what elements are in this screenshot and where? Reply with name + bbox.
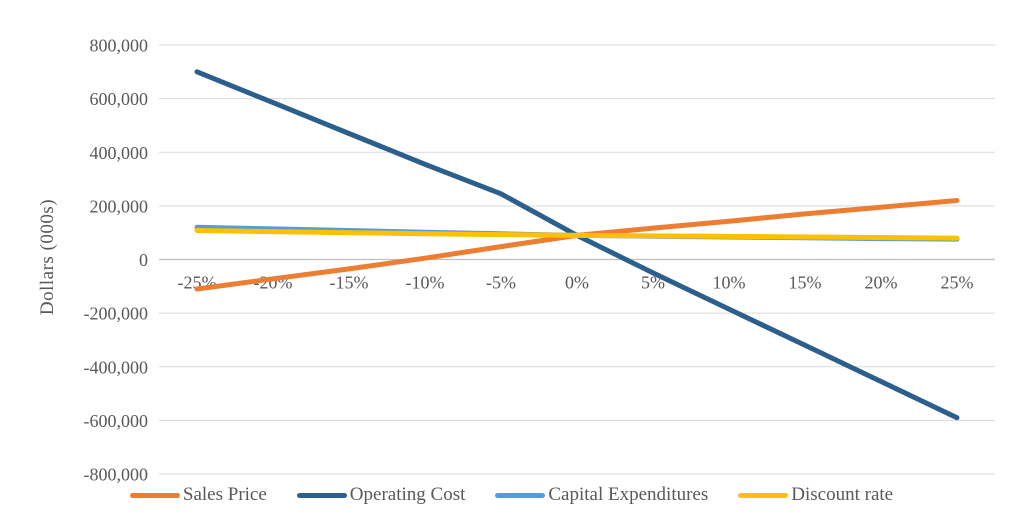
y-tick-label: -200,000 <box>84 304 149 324</box>
legend-item-discount-rate: Discount rate <box>738 484 893 506</box>
discount-rate-line-swatch-icon <box>738 492 789 498</box>
y-tick-label: 400,000 <box>90 143 149 163</box>
legend-label-discount-rate: Discount rate <box>791 484 894 505</box>
legend-item-capital-expenditures: Capital Expenditures <box>495 484 708 506</box>
y-tick-label: -600,000 <box>84 411 149 431</box>
sales-price-line-swatch-icon <box>129 492 180 498</box>
legend-label-operating-cost: Operating Cost <box>349 484 466 505</box>
x-tick-label: -5% <box>486 273 516 293</box>
series-line-discount-rate <box>194 228 960 241</box>
legend-label-sales-price: Sales Price <box>182 484 267 505</box>
y-tick-label: 600,000 <box>90 89 149 109</box>
chart-legend: Sales Price Operating Cost Capital Expen… <box>0 484 1023 506</box>
x-tick-label: 0% <box>565 273 589 293</box>
y-tick-label: 200,000 <box>90 196 149 216</box>
y-tick-label: -800,000 <box>84 465 149 485</box>
y-tick-label: -400,000 <box>84 357 149 377</box>
legend-item-sales-price: Sales Price <box>129 484 267 506</box>
x-tick-label: 20% <box>865 273 898 293</box>
legend-item-operating-cost: Operating Cost <box>296 484 466 506</box>
operating-cost-line-swatch-icon <box>296 492 347 498</box>
capital-expenditures-line-swatch-icon <box>495 492 546 498</box>
x-tick-label: 25% <box>941 273 974 293</box>
legend-label-capital-expenditures: Capital Expenditures <box>548 484 709 505</box>
y-tick-label: 0 <box>139 250 148 270</box>
x-tick-label: -15% <box>330 273 369 293</box>
x-tick-label: -10% <box>406 273 445 293</box>
x-tick-label: 10% <box>713 273 746 293</box>
x-tick-label: 15% <box>789 273 822 293</box>
y-tick-label: 800,000 <box>90 36 149 56</box>
series-line-operating-cost <box>194 69 960 421</box>
